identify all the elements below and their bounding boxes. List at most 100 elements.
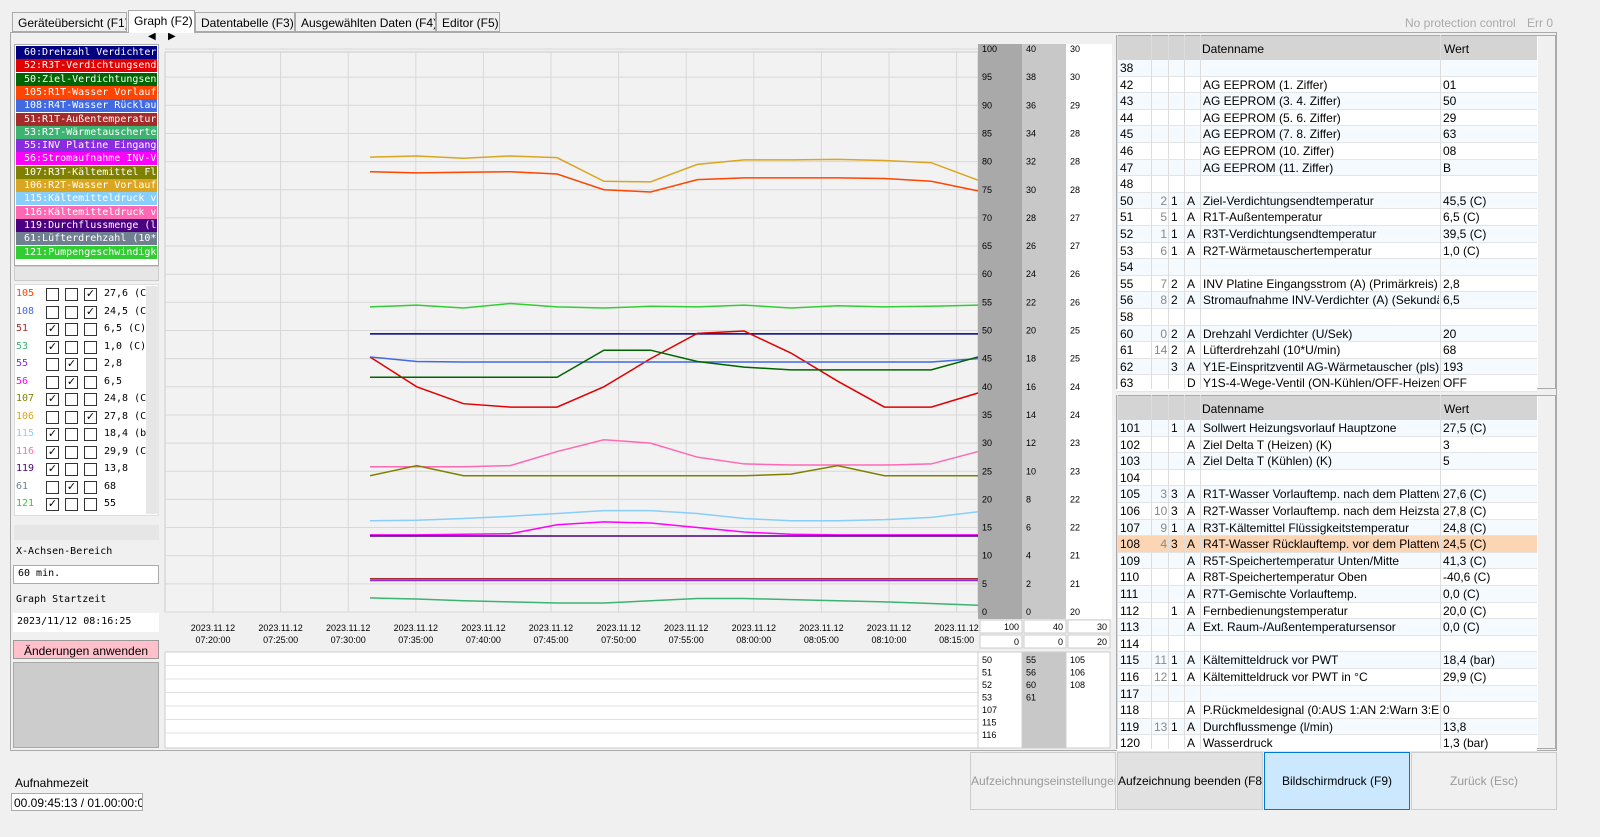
list-item: 108 xyxy=(1070,680,1085,690)
checkbox[interactable] xyxy=(84,463,97,476)
y-tick-label: 14 xyxy=(1026,410,1036,420)
checkbox[interactable] xyxy=(65,323,78,336)
checkbox[interactable] xyxy=(84,428,97,441)
table-cell: 1 xyxy=(1171,720,1178,734)
checkbox[interactable]: ✓ xyxy=(65,375,78,389)
tab[interactable]: Editor (F5) xyxy=(436,12,500,32)
table-cell: A xyxy=(1187,654,1196,668)
button[interactable]: Bildschirmdruck (F9) xyxy=(1264,752,1410,810)
button[interactable]: Aufzeichnungseinstellungen xyxy=(970,752,1116,810)
legend-item[interactable]: 121:Pumpengeschwindigke xyxy=(16,245,157,259)
table-cell xyxy=(1171,162,1183,177)
checkbox[interactable] xyxy=(84,358,97,371)
checkbox[interactable]: ✓ xyxy=(65,358,78,371)
y-tick-label: 27 xyxy=(1070,213,1080,223)
checkbox[interactable]: ✓ xyxy=(84,305,97,319)
button[interactable]: Aufzeichnung beenden (F8) xyxy=(1117,752,1263,810)
checkbox[interactable] xyxy=(65,498,78,511)
table-cell xyxy=(1154,95,1167,110)
table-cell: 27,6 (C) xyxy=(1443,488,1487,502)
table-cell xyxy=(1187,145,1199,160)
button[interactable]: Zurück (Esc) xyxy=(1411,752,1557,810)
legend-item[interactable]: 108:R4T-Wasser Rücklauf xyxy=(16,99,157,113)
channel-value: 6,5 (C) xyxy=(104,323,146,334)
scroll-right[interactable]: ▶ xyxy=(168,31,176,42)
checkbox[interactable] xyxy=(84,480,97,494)
table-cell: 109 xyxy=(1120,554,1141,568)
checkbox[interactable] xyxy=(46,288,59,301)
checkbox[interactable]: ✓ xyxy=(46,463,59,476)
checkbox[interactable] xyxy=(84,340,97,354)
checkbox[interactable] xyxy=(46,375,59,389)
axis-strip xyxy=(1022,44,1066,619)
dropdown[interactable]: 60 min. xyxy=(13,565,159,584)
legend-item[interactable]: 105:R1T-Wasser Vorlauft xyxy=(16,85,157,99)
checkbox[interactable]: ✓ xyxy=(46,428,59,441)
scrollbar[interactable] xyxy=(1538,36,1555,388)
legend-item[interactable]: 53:R2T-Wärmetauschertem xyxy=(16,125,157,139)
checkbox[interactable] xyxy=(65,463,78,476)
y-tick-label: 20 xyxy=(982,494,992,504)
checkbox[interactable] xyxy=(84,375,97,389)
scroll-left[interactable]: ◀ xyxy=(148,31,156,42)
checkbox[interactable] xyxy=(65,340,78,354)
scrollbar[interactable] xyxy=(14,525,159,540)
checkbox[interactable]: ✓ xyxy=(84,288,97,301)
x-tick-label: 2023.11.12 xyxy=(394,623,438,633)
table-row xyxy=(1117,486,1537,503)
checkbox[interactable] xyxy=(65,410,78,424)
checkbox[interactable]: ✓ xyxy=(84,410,97,424)
scrollbar[interactable] xyxy=(14,266,159,281)
checkbox[interactable]: ✓ xyxy=(46,340,59,354)
checkbox[interactable] xyxy=(84,445,97,459)
checkbox[interactable] xyxy=(46,305,59,319)
channel-id: 51 xyxy=(16,323,29,334)
legend-item[interactable]: 61:Lüfterdrehzahl (10*U xyxy=(16,232,157,246)
legend-item[interactable]: 60:Drehzahl Verdichter xyxy=(16,46,157,59)
y-tick-label: 10 xyxy=(982,551,992,561)
legend-item[interactable]: 51:R1T-Außentemperatur xyxy=(16,112,157,126)
checkbox[interactable] xyxy=(65,305,78,319)
checkbox[interactable] xyxy=(46,358,59,371)
table-cell: R1T-Wasser Vorlauftemp. nach dem Platten… xyxy=(1203,488,1439,502)
legend-item[interactable]: 50:Ziel-Verdichtungsend xyxy=(16,72,157,86)
legend-item[interactable]: 55:INV Platine Eingangs xyxy=(16,139,157,153)
checkbox[interactable] xyxy=(65,393,78,406)
y-tick-label: 36 xyxy=(1026,100,1036,110)
checkbox[interactable] xyxy=(65,428,78,441)
table-cell xyxy=(1443,261,1536,276)
checkbox[interactable] xyxy=(65,288,78,301)
channel-value: 24,5 (C xyxy=(104,305,146,317)
time-field: 00.09:45:13 / 01.00:00:00 xyxy=(11,793,143,811)
checkbox[interactable] xyxy=(84,323,97,336)
checkbox[interactable]: ✓ xyxy=(46,445,59,459)
tab[interactable]: Ausgewählten Daten (F4) xyxy=(295,12,436,32)
apply-button[interactable]: Änderungen anwenden xyxy=(13,640,159,659)
checkbox[interactable] xyxy=(46,480,59,494)
legend-item[interactable]: 52:R3T-Verdichtungsendt xyxy=(16,59,157,73)
checkbox[interactable]: ✓ xyxy=(46,393,59,406)
channel-value: 2,8 xyxy=(104,358,123,369)
legend-item[interactable]: 106:R2T-Wasser Vorlauft xyxy=(16,179,157,192)
scrollbar[interactable] xyxy=(146,286,159,514)
checkbox[interactable] xyxy=(46,410,59,424)
tab[interactable]: Graph (F2) xyxy=(128,10,195,33)
checkbox[interactable]: ✓ xyxy=(46,498,59,511)
checkbox[interactable] xyxy=(84,498,97,511)
checkbox[interactable]: ✓ xyxy=(46,323,59,336)
datetime-field[interactable]: 2023/11/12 08:16:25 xyxy=(13,613,159,632)
limit-box xyxy=(1023,619,1067,634)
legend-item[interactable]: 115:Kältemitteldruck vo xyxy=(16,192,157,206)
tab[interactable]: Datentabelle (F3) xyxy=(195,12,295,32)
legend-item[interactable]: 116:Kältemitteldruck vo xyxy=(16,205,157,219)
checkbox[interactable] xyxy=(65,445,78,459)
legend-item[interactable]: 119:Durchflussmenge (l/ xyxy=(16,218,157,232)
checkbox[interactable]: ✓ xyxy=(65,480,78,494)
legend-item[interactable]: 56:Stromaufnahme INV-Ve xyxy=(16,152,157,166)
legend-item[interactable]: 107:R3T-Kältemittel Flü xyxy=(16,165,157,179)
column-line xyxy=(1200,395,1201,749)
tab[interactable]: Geräteübersicht (F1) xyxy=(12,12,127,32)
checkbox[interactable] xyxy=(84,393,97,406)
scrollbar[interactable] xyxy=(1538,396,1555,748)
